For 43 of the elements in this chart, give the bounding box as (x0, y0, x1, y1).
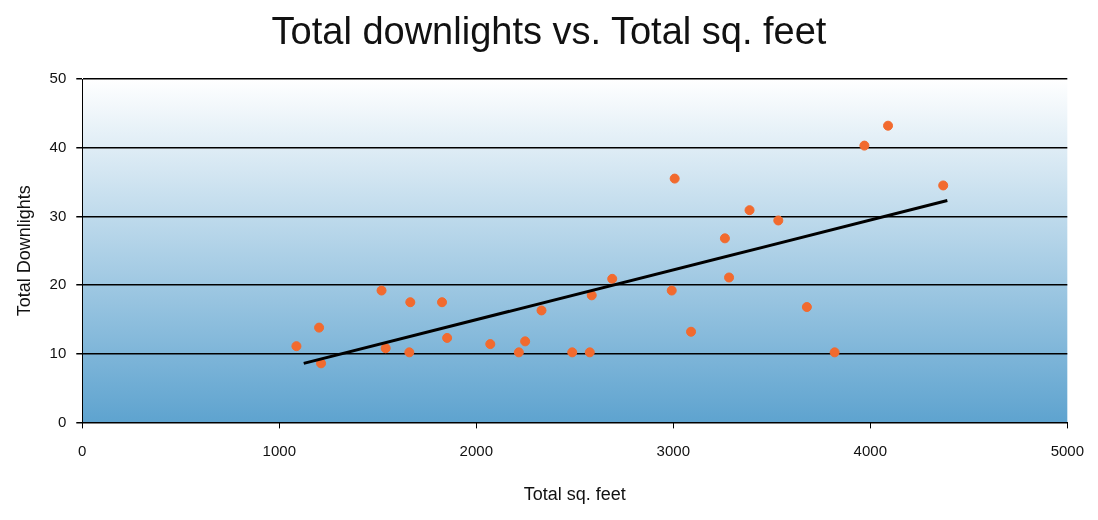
point (607, 273, 618, 284)
point (520, 336, 531, 347)
point (773, 215, 784, 226)
point (291, 341, 302, 352)
point (744, 205, 755, 216)
point (405, 297, 416, 308)
point (567, 347, 578, 358)
point (376, 285, 387, 296)
point (485, 339, 496, 350)
point (586, 290, 597, 301)
y-tick-label: 50 (49, 69, 67, 87)
point (437, 297, 448, 308)
x-tick-label: 4000 (853, 441, 887, 459)
x-tick-label: 5000 (1050, 441, 1084, 459)
point (669, 173, 680, 184)
y-tick-label: 10 (49, 343, 67, 361)
y-tick-label: 30 (49, 206, 67, 224)
point (666, 285, 677, 296)
point (829, 347, 840, 358)
x-tick-label: 0 (78, 441, 87, 459)
point (404, 347, 415, 358)
point (513, 347, 524, 358)
point (380, 343, 391, 354)
point (584, 347, 595, 358)
y-tick-label: 40 (49, 137, 67, 155)
point (442, 332, 453, 343)
point (719, 233, 730, 244)
y-tick-label: 20 (49, 275, 67, 293)
x-tick-label: 2000 (459, 441, 493, 459)
point (801, 302, 812, 313)
point (536, 305, 547, 316)
point (859, 140, 870, 151)
point (686, 326, 697, 337)
point (883, 120, 894, 131)
x-axis-title: Total sq. feet (523, 484, 626, 505)
x-tick-label: 1000 (262, 441, 296, 459)
x-tick-label: 3000 (656, 441, 690, 459)
point (938, 180, 949, 191)
point (314, 322, 325, 333)
y-tick-label: 0 (57, 412, 67, 430)
point (724, 272, 735, 283)
chart-title: Total downlights vs. Total sq. feet (270, 10, 828, 54)
y-axis-title: Total Downlights (13, 185, 34, 317)
